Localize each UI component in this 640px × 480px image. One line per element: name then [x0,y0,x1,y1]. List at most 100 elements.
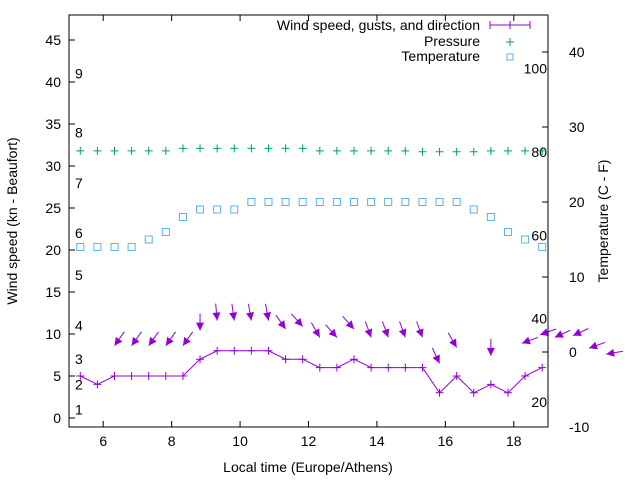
wind-speed-point [367,363,376,372]
temperature-point [418,198,427,206]
wind-speed-point [401,363,410,372]
legend-sample-temperature [506,53,514,61]
pressure-point [418,147,427,156]
arrow-head [165,336,174,346]
wind-direction-arrow [521,336,539,345]
wind-direction-arrow [588,341,606,350]
pressure-point [384,146,393,155]
temperature-point [435,198,444,206]
x-tick-label: 18 [506,433,522,449]
wind-speed-point [538,363,547,372]
arrow-head [277,320,286,329]
pressure-point [401,146,410,155]
x-tick-label: 12 [301,433,317,449]
y-axis-title: Wind speed (kn - Beaufort) [4,137,20,304]
legend-label-temperature: Temperature [401,48,480,64]
pressure-point [178,144,187,153]
temperature-point [384,198,393,206]
temperature-point [264,198,273,206]
fahrenheit-label: 20 [531,394,547,410]
wind-direction-arrow [606,348,623,357]
temperature-point [521,235,530,244]
beaufort-label: 2 [75,376,83,392]
temperature-point [315,198,324,206]
arrow-head [312,328,320,338]
arrow-head [432,354,440,364]
temperature-point [298,198,307,206]
legend-sample-wind [489,21,531,29]
temperature-point [110,243,119,251]
temperature-point [230,205,239,214]
pressure-point [281,144,290,153]
arrow-head [196,322,205,331]
pressure-point [503,146,512,155]
y2-axis-title: Temperature (C - F) [595,160,611,283]
wind-direction-arrow [342,315,355,330]
beaufort-label: 3 [75,351,83,367]
wind-speed-point [178,372,187,380]
x-tick-label: 6 [99,433,107,449]
x-tick-label: 16 [438,433,454,449]
y-tick-label: 35 [45,116,61,132]
wind-direction-arrow [447,332,458,348]
pressure-point [315,146,324,155]
wind-speed-point [230,346,239,355]
pressure-point [161,146,170,155]
pressure-point [110,146,119,155]
fahrenheit-label: 80 [531,144,547,160]
wind-direction-arrow [212,303,221,321]
temperature-point [127,243,136,251]
temperature-point [452,198,461,206]
pressure-point [469,147,478,156]
wind-speed-point [76,372,85,380]
wind-speed-point [93,380,102,389]
wind-speed-point [503,388,512,397]
temperature-point [196,205,205,214]
wind-speed-point [213,346,222,355]
wind-direction-arrow [229,303,238,321]
wind-speed-line [80,350,543,394]
pressure-point [144,146,153,155]
temperature-point [538,243,547,251]
axis-ticks: 6 8 10 12 14 16 18051015202530354045-100102030… [45,15,589,449]
wind-direction-arrow [131,331,142,347]
temperature-point [76,243,85,251]
arrow-head [328,328,337,338]
wind-speed-point [161,372,170,380]
beaufort-label: 9 [75,66,83,82]
wind-speed-point [418,363,427,372]
wind-speed-point [332,363,341,372]
pressure-point [76,146,85,155]
wind-speed-point [127,372,136,380]
beaufort-label: 1 [75,402,83,418]
plot-series [76,144,547,397]
arrow-head [486,347,495,356]
y2-tick-label: 30 [569,119,585,135]
y-tick-label: 30 [45,158,61,174]
arrow-head [114,336,123,346]
wind-direction-arrow [114,331,125,347]
wind-speed-point [435,388,444,397]
pressure-point [350,146,359,155]
wind-direction-arrow [246,303,254,321]
pressure-point [538,146,547,155]
pressure-point [247,144,256,153]
wind-speed-point [469,388,478,397]
wind-direction-arrow [165,331,176,347]
y2-tick-label: 0 [569,344,577,360]
pressure-point [213,144,222,153]
pressure-point [435,147,444,156]
wind-direction-arrow [182,331,194,347]
temperature-point [401,198,410,206]
pressure-point [367,146,376,155]
wind-direction-arrow [398,321,407,338]
arrow-head [415,328,424,338]
temperature-point [144,235,153,244]
wind-direction-arrow [554,329,571,338]
wind-speed-point [281,355,290,364]
wind-direction-arrow [364,321,373,338]
pressure-point [230,144,239,153]
pressure-point [521,146,530,155]
wind-direction-arrow [310,322,321,338]
